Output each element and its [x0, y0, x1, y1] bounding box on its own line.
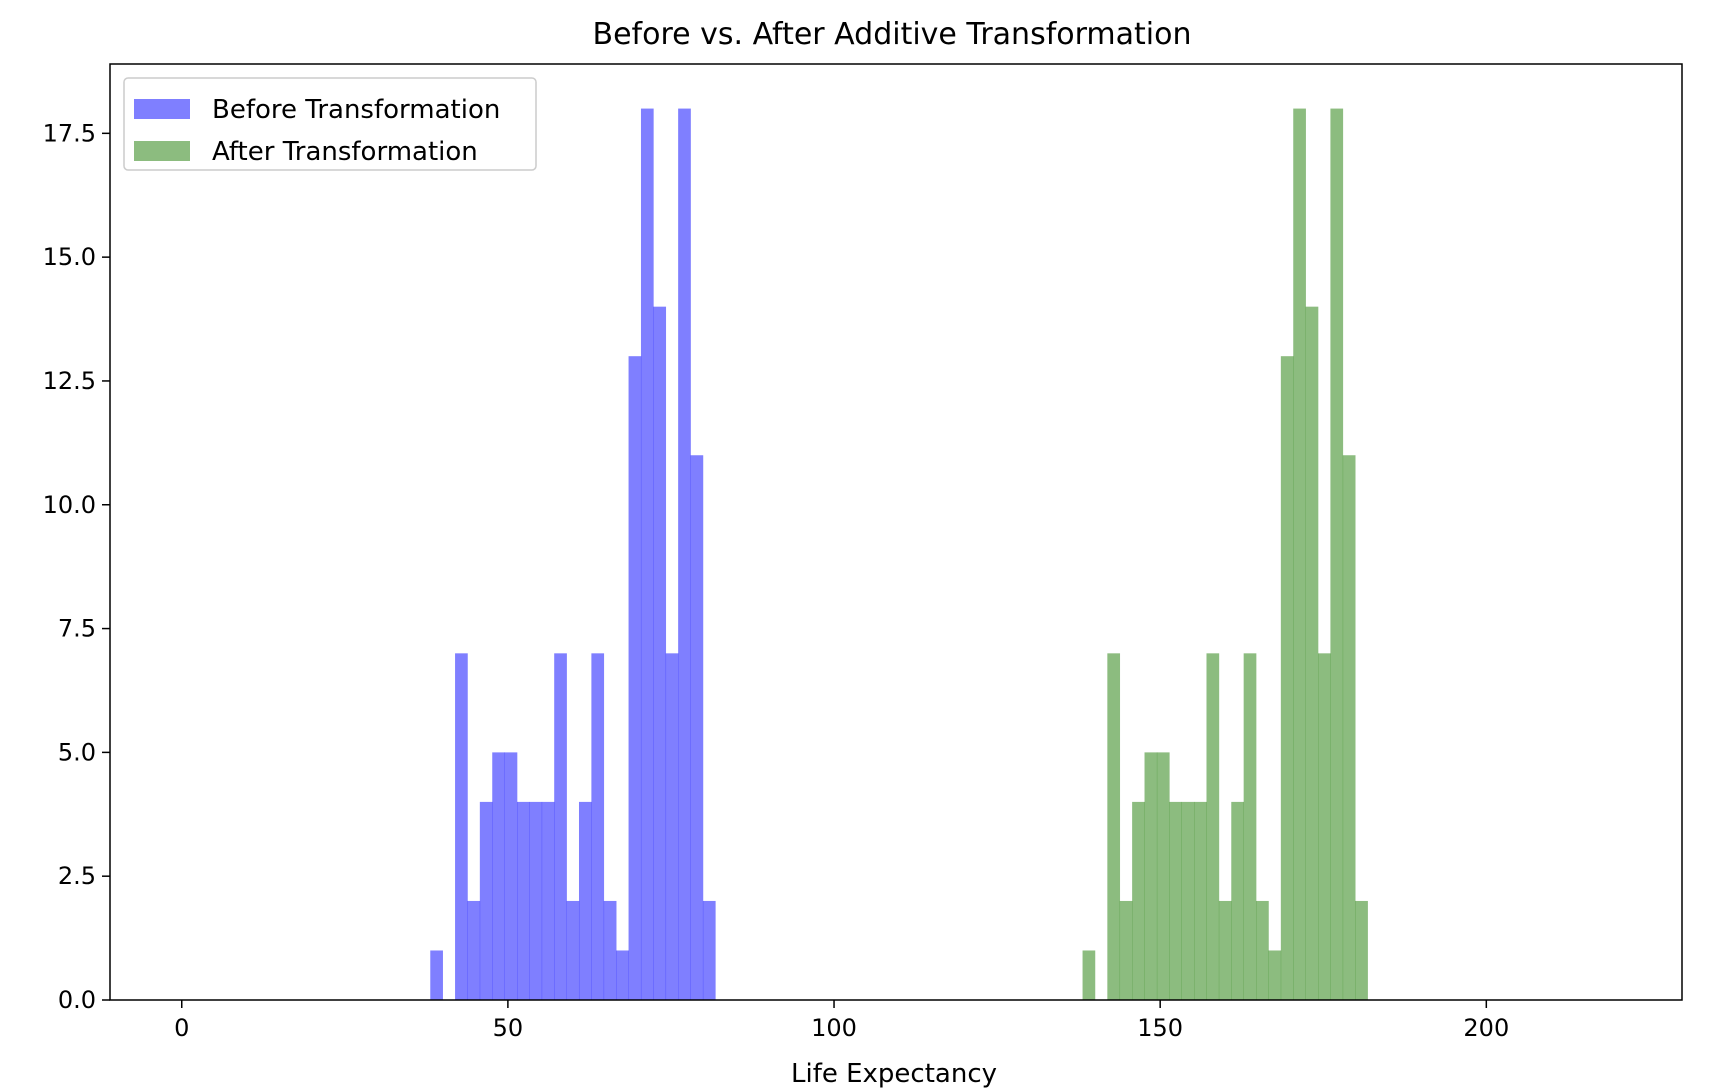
legend: Before Transformation After Transformatio…	[123, 77, 537, 171]
histogram-bar-series-2	[1256, 900, 1269, 1000]
histogram-bar-series-1	[529, 801, 543, 1000]
y-axis: 0.0 2.5 5.0 7.5 10.0 12.5 15.0 17.5	[43, 119, 110, 1014]
chart-title: Before vs. After Additive Transformation	[593, 17, 1192, 52]
histogram-bar-series-2	[1156, 752, 1170, 1000]
histogram-bar-series-1	[578, 801, 592, 1000]
histogram-bar-series-1	[665, 653, 679, 1000]
legend-swatch	[134, 141, 190, 161]
histogram-bar-series-1	[455, 653, 468, 1000]
histogram-bar-series-2	[1107, 653, 1121, 1000]
x-tick-label: 100	[811, 1014, 857, 1042]
histogram-bar-series-2	[1119, 900, 1133, 1000]
histogram-bar-series-1	[628, 356, 642, 1000]
y-tick-label: 5.0	[58, 738, 96, 766]
histogram-bar-series-2	[1132, 801, 1145, 1000]
x-tick-label: 150	[1137, 1014, 1183, 1042]
histogram-bar-series-1	[517, 801, 530, 1000]
histogram-bar-series-1	[678, 108, 691, 1000]
histogram-bar-series-2	[1206, 653, 1220, 1000]
x-tick-label: 200	[1463, 1014, 1509, 1042]
x-axis-title: Life Expectancy	[791, 1059, 997, 1089]
histogram-bar-series-2	[1280, 356, 1294, 1000]
histogram-bar-series-2	[1169, 801, 1182, 1000]
plot-area-frame	[109, 63, 1683, 1001]
histogram-bar-series-1	[566, 900, 580, 1000]
histogram-bar-series-1	[504, 752, 518, 1000]
y-tick-label: 12.5	[43, 367, 96, 395]
histogram-bar-series-2	[1181, 801, 1195, 1000]
histogram-bar-series-2	[1144, 752, 1158, 1000]
histogram-bar-series-2	[1330, 108, 1344, 1000]
histogram-bar-series-1	[702, 900, 716, 1000]
histogram-bar-series-2	[1305, 306, 1319, 1000]
legend-label: After Transformation	[212, 137, 478, 167]
x-tick-label: 50	[493, 1014, 524, 1042]
histogram-bar-series-2	[1342, 455, 1356, 1000]
histogram-bar-series-1	[653, 306, 667, 1000]
histogram-bar-series-1	[492, 752, 505, 1000]
histogram-bar-series-1	[591, 653, 605, 1000]
histogram-bar-series-1	[479, 801, 493, 1000]
histogram-bar-series-2	[1231, 801, 1244, 1000]
histogram-bar-series-1	[640, 108, 654, 1000]
histogram-bar-series-1	[603, 900, 617, 1000]
histogram-bars	[430, 108, 1368, 1000]
histogram-bar-series-1	[690, 455, 704, 1000]
x-axis: 0 50 100 150 200	[174, 1000, 1509, 1042]
histogram-bar-series-1	[554, 653, 567, 1000]
x-tick-label: 0	[174, 1014, 189, 1042]
histogram-bar-series-2	[1218, 900, 1232, 1000]
histogram-bar-series-2	[1243, 653, 1257, 1000]
histogram-bar-series-2	[1082, 950, 1096, 1000]
y-tick-label: 0.0	[58, 986, 96, 1014]
legend-box	[123, 77, 537, 171]
y-tick-label: 2.5	[58, 862, 96, 890]
y-tick-label: 7.5	[58, 615, 96, 643]
histogram-bar-series-2	[1194, 801, 1207, 1000]
histogram-bar-series-2	[1318, 653, 1331, 1000]
histogram-bar-series-1	[430, 950, 443, 1000]
histogram-bar-series-1	[541, 801, 555, 1000]
histogram-bar-series-2	[1355, 900, 1368, 1000]
y-tick-label: 15.0	[43, 243, 96, 271]
legend-swatch	[134, 99, 190, 119]
y-tick-label: 10.0	[43, 491, 96, 519]
histogram-bar-series-1	[616, 950, 629, 1000]
y-tick-label: 17.5	[43, 119, 96, 147]
histogram-bar-series-2	[1268, 950, 1282, 1000]
histogram-bar-series-2	[1293, 108, 1306, 1000]
histogram-bar-series-1	[467, 900, 481, 1000]
legend-label: Before Transformation	[212, 95, 500, 125]
